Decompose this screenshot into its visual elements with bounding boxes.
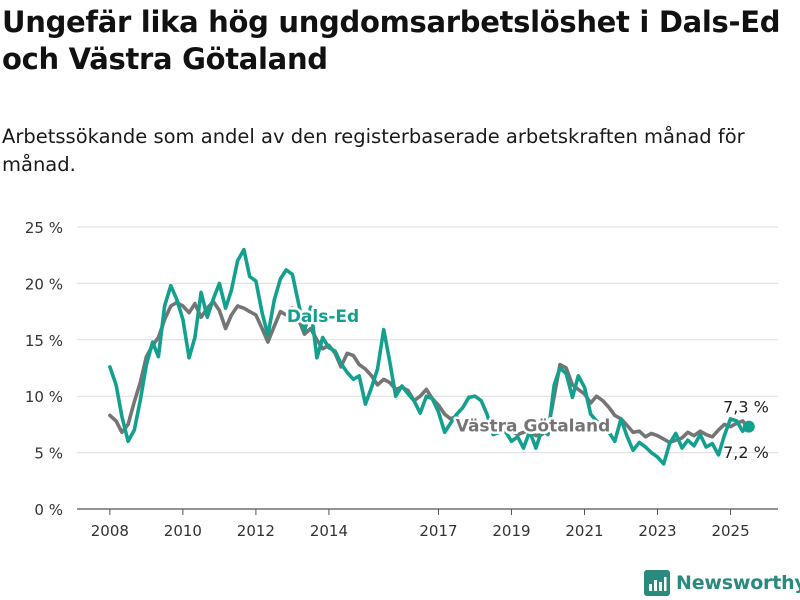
y-tick-label: 25 % (25, 219, 63, 237)
annotation-vastra-gotaland: Västra Götaland (456, 416, 611, 436)
x-tick-label: 2014 (310, 522, 348, 540)
chart-subtitle: Arbetssökande som andel av den registerb… (2, 125, 745, 176)
x-tick-label: 2008 (91, 522, 129, 540)
x-tick-label: 2023 (638, 522, 676, 540)
end-value-vastra-gotaland: 7,2 % (723, 443, 769, 462)
series-line-v-stra-g-taland (108, 299, 751, 445)
x-tick-label: 2025 (711, 522, 749, 540)
series-end-dot (742, 420, 755, 433)
y-axis: 0 % 5 % 10 % 15 % 20 % 25 % (25, 219, 63, 519)
y-tick-label: 10 % (25, 388, 63, 406)
chart-title: Ungefär lika hög ungdomsarbetslöshet i D… (2, 5, 781, 76)
x-tick-label: 2010 (164, 522, 202, 540)
y-tick-label: 5 % (34, 445, 63, 463)
series-labels: 7,3 % 7,2 % Dals-Ed Västra Götaland (284, 304, 769, 462)
x-tick-label: 2017 (419, 522, 457, 540)
end-value-dals-ed: 7,3 % (723, 398, 769, 417)
x-tick-label: 2021 (565, 522, 603, 540)
bar-chart-logo-icon (644, 570, 670, 596)
x-tick-label: 2012 (237, 522, 275, 540)
y-tick-label: 20 % (25, 275, 63, 293)
brand-logo: Newsworthy (644, 568, 800, 598)
x-tick-label: 2019 (492, 522, 530, 540)
series-lines (108, 247, 755, 466)
y-tick-label: 0 % (34, 501, 63, 519)
y-tick-label: 15 % (25, 332, 63, 350)
series-line-dals-ed (108, 247, 751, 466)
brand-name: Newsworthy (676, 572, 800, 594)
gridlines (77, 226, 778, 510)
x-axis: 2008 2010 2012 2014 2017 2019 2021 2023 2025 (91, 509, 750, 540)
annotation-dals-ed: Dals-Ed (287, 307, 359, 327)
